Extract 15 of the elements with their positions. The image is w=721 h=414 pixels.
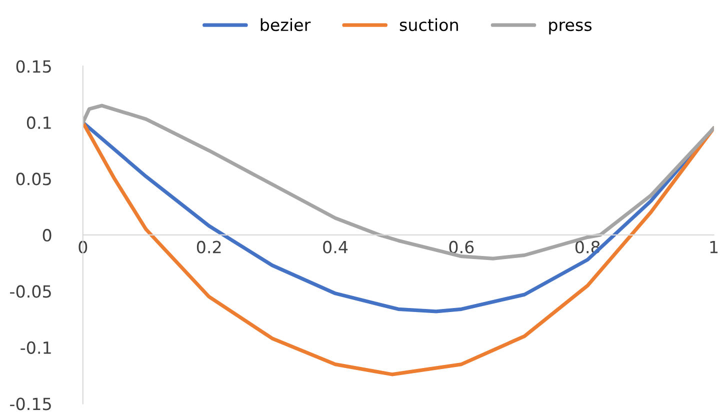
y-tick-label: 0.15: [16, 60, 51, 73]
x-tick-label: 0: [78, 240, 88, 254]
x-tick-label: 0.2: [196, 240, 221, 254]
y-tick-label: 0.1: [26, 116, 51, 130]
y-tick-label: 0: [42, 228, 52, 242]
x-tick-label: 0.6: [449, 240, 474, 254]
y-tick-label: -0.1: [20, 341, 51, 354]
legend-label: press: [549, 22, 592, 34]
y-tick-label: -0.05: [10, 285, 51, 298]
y-tick-label: -0.15: [10, 398, 51, 410]
legend-label: bezier: [260, 18, 311, 32]
x-tick-label: 0.4: [323, 240, 348, 254]
y-tick-label: 0.05: [16, 172, 51, 186]
legend-label: suction: [400, 18, 458, 32]
x-tick-label: 1: [710, 241, 718, 254]
